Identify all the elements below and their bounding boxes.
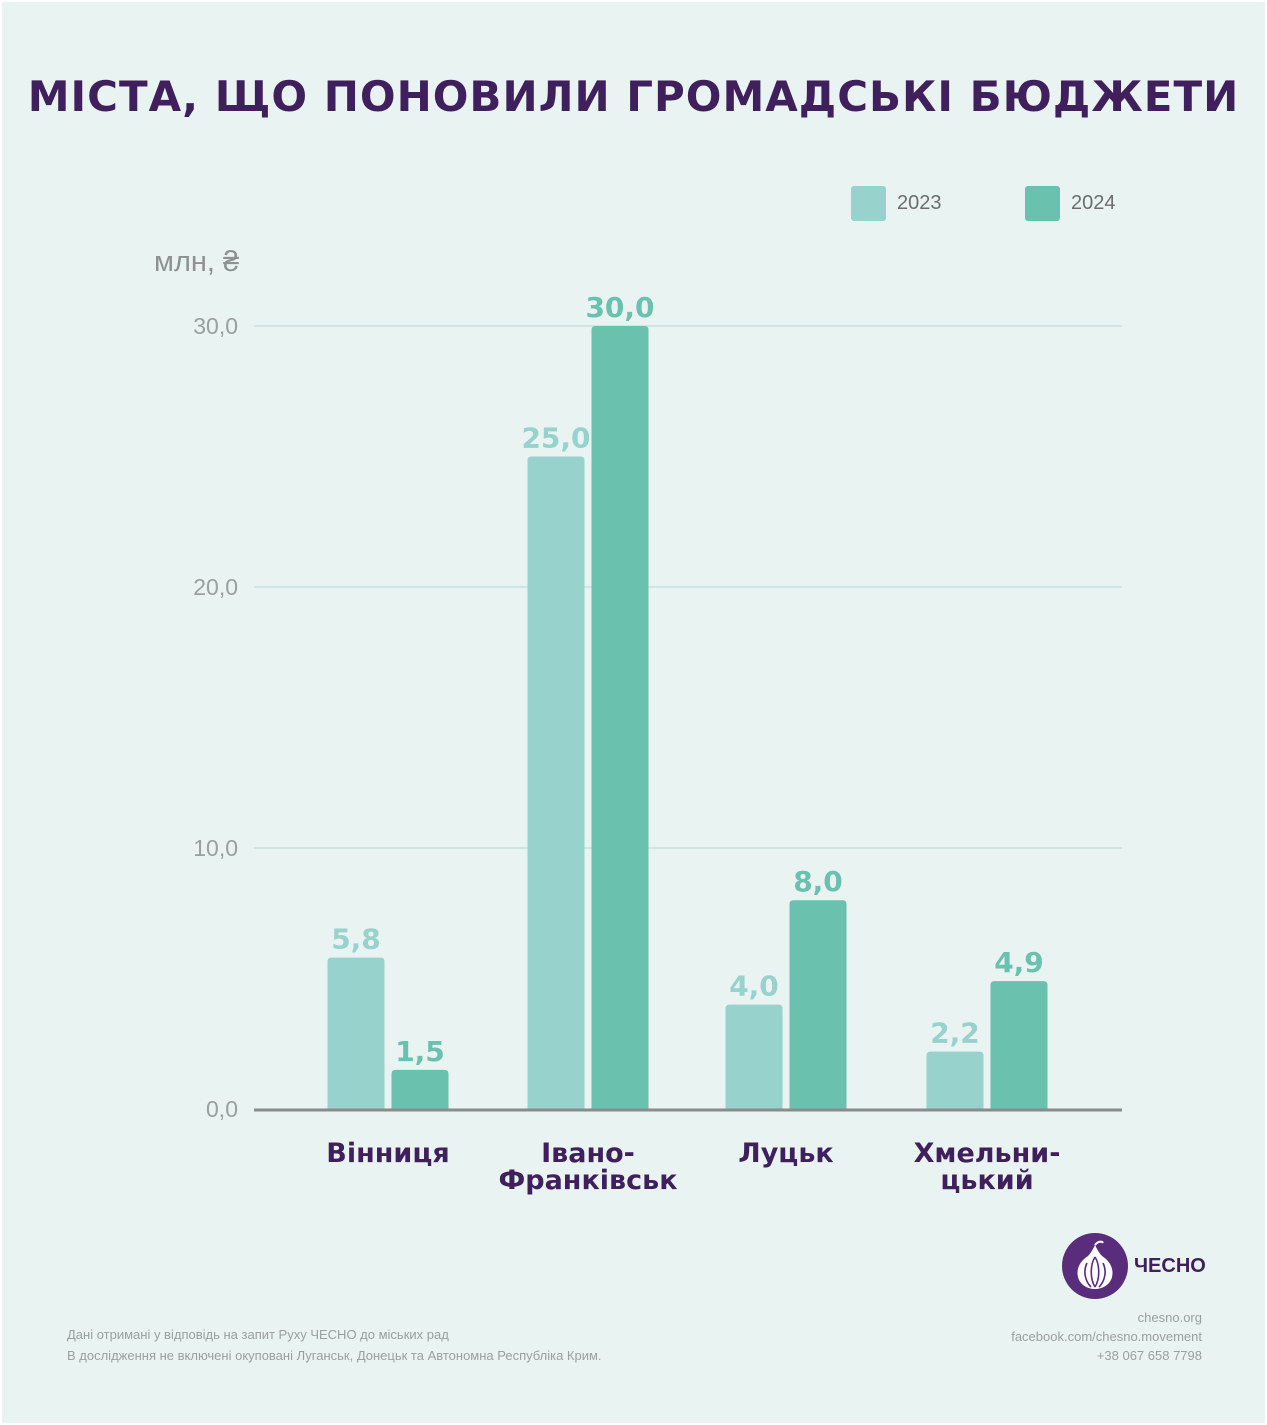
category-label: Франківськ [498,1165,677,1196]
bar [527,456,585,1109]
bar [391,1069,449,1109]
bar-value-label: 1,5 [395,1035,445,1068]
legend-label-2024: 2024 [1071,191,1116,214]
contact-phone: +38 067 658 7798 [1096,1348,1202,1363]
logo-text: ЧЕСНО [1134,1254,1206,1277]
legend-swatch-2023 [851,185,886,221]
legend-item-2023: 2023 [851,185,942,221]
footer-note-line-2: В дослідження не включені окуповані Луга… [67,1348,602,1363]
bar [926,1051,984,1109]
y-tick-label: 0,0 [206,1096,238,1122]
page-title: МІСТА, ЩО ПОНОВИЛИ ГРОМАДСЬКІ БЮДЖЕТИ [27,72,1240,121]
chesno-logo: ЧЕСНО [1062,1233,1206,1299]
y-tick-label: 20,0 [193,574,238,600]
category-label: Луцьк [738,1138,833,1169]
bar [327,957,385,1109]
legend-label-2023: 2023 [897,191,942,214]
contact-facebook[interactable]: facebook.com/chesno.movement [1011,1329,1202,1344]
bar-chart: 0,0 10,0 20,0 30,0 5,8 25,0 4,0 2,2 1,5 30,0 8,0 4,… [193,291,1122,1196]
bar [789,900,847,1109]
category-label: Хмельни- [914,1138,1061,1169]
bar [591,326,649,1109]
y-tick-label: 10,0 [193,835,238,861]
bar-value-label: 8,0 [793,865,843,898]
bar-value-label: 4,0 [729,970,779,1003]
legend-item-2024: 2024 [1025,185,1116,221]
category-label: цький [940,1165,1033,1196]
bar-value-label: 2,2 [930,1017,980,1050]
footer-note-line-1: Дані отримані у відповідь на запит Руху … [67,1327,449,1342]
legend-swatch-2024 [1025,185,1060,221]
category-label: Вінниця [326,1138,449,1169]
category-label: Івано- [541,1138,635,1169]
bar-value-label: 4,9 [994,946,1044,979]
bar-value-label: 25,0 [521,422,590,455]
y-tick-label: 30,0 [193,313,238,339]
bar-value-label: 5,8 [331,923,381,956]
bar-value-label: 30,0 [585,291,654,324]
garlic-logo-icon [1062,1233,1128,1299]
bar [990,981,1048,1109]
bar [725,1004,783,1109]
y-axis-unit-label: млн, ₴ [154,246,240,278]
contact-website[interactable]: chesno.org [1137,1310,1202,1325]
